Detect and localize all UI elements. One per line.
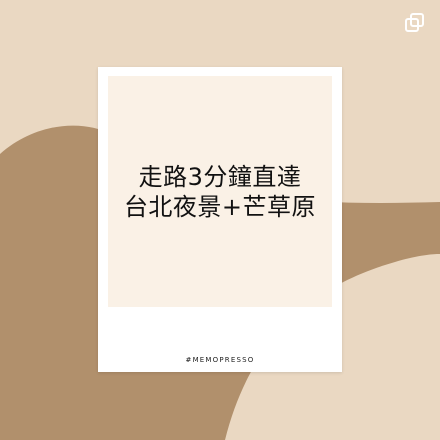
brand-hashtag: #MEMOPRESSO xyxy=(185,356,255,364)
polaroid-card: 走路3分鐘直達 台北夜景+芒草原 #MEMOPRESSO xyxy=(98,67,342,372)
headline-line-1: 走路3分鐘直達 xyxy=(138,162,302,191)
headline-line-2: 台北夜景+芒草原 xyxy=(123,192,317,221)
card-photo-area: 走路3分鐘直達 台北夜景+芒草原 xyxy=(108,76,332,307)
instagram-multi-post-icon xyxy=(405,13,424,32)
